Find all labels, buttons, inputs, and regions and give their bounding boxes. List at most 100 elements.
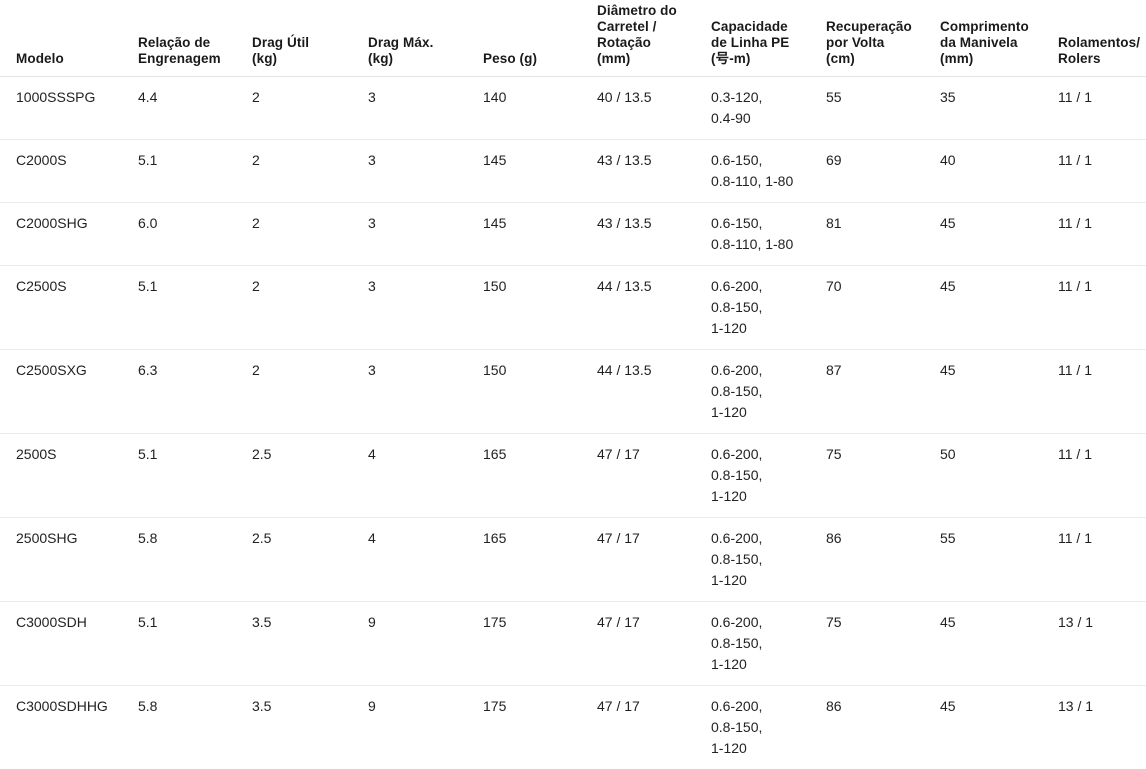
spec-cell: 0.6-200, 0.8-150, 1-120 xyxy=(711,602,826,686)
spec-cell: 87 xyxy=(826,350,940,434)
spec-cell: 5.1 xyxy=(138,602,252,686)
spec-cell: 55 xyxy=(940,518,1058,602)
column-header: Capacidade de Linha PE (号-m) xyxy=(711,0,826,77)
spec-cell: 47 / 17 xyxy=(597,686,711,769)
spec-cell: 3.5 xyxy=(252,602,368,686)
spec-cell: 165 xyxy=(483,434,597,518)
spec-cell: 35 xyxy=(940,77,1058,140)
spec-cell: 43 / 13.5 xyxy=(597,140,711,203)
spec-cell: 5.1 xyxy=(138,140,252,203)
spec-cell: 40 / 13.5 xyxy=(597,77,711,140)
model-cell: C3000SDHHG xyxy=(0,686,138,769)
column-header: Diâmetro do Carretel / Rotação (mm) xyxy=(597,0,711,77)
spec-cell: 4.4 xyxy=(138,77,252,140)
spec-cell: 0.6-200, 0.8-150, 1-120 xyxy=(711,686,826,769)
spec-cell: 50 xyxy=(940,434,1058,518)
spec-cell: 44 / 13.5 xyxy=(597,350,711,434)
spec-cell: 45 xyxy=(940,350,1058,434)
spec-cell: 0.6-200, 0.8-150, 1-120 xyxy=(711,350,826,434)
spec-cell: 2 xyxy=(252,77,368,140)
spec-cell: 45 xyxy=(940,266,1058,350)
spec-cell: 140 xyxy=(483,77,597,140)
spec-cell: 45 xyxy=(940,203,1058,266)
spec-cell: 13 / 1 xyxy=(1058,602,1146,686)
spec-cell: 2 xyxy=(252,350,368,434)
spec-cell: 45 xyxy=(940,686,1058,769)
spec-cell: 0.6-200, 0.8-150, 1-120 xyxy=(711,434,826,518)
column-header: Comprimento da Manivela (mm) xyxy=(940,0,1058,77)
spec-cell: 44 / 13.5 xyxy=(597,266,711,350)
spec-cell: 3.5 xyxy=(252,686,368,769)
spec-cell: 4 xyxy=(368,518,483,602)
spec-cell: 86 xyxy=(826,686,940,769)
column-header: Drag Máx. (kg) xyxy=(368,0,483,77)
spec-cell: 3 xyxy=(368,77,483,140)
spec-cell: 55 xyxy=(826,77,940,140)
spec-cell: 75 xyxy=(826,434,940,518)
spec-cell: 2 xyxy=(252,203,368,266)
spec-cell: 11 / 1 xyxy=(1058,350,1146,434)
column-header: Recuperação por Volta (cm) xyxy=(826,0,940,77)
spec-cell: 0.6-200, 0.8-150, 1-120 xyxy=(711,266,826,350)
spec-cell: 5.1 xyxy=(138,434,252,518)
spec-cell: 11 / 1 xyxy=(1058,77,1146,140)
spec-cell: 3 xyxy=(368,203,483,266)
model-cell: C2500SXG xyxy=(0,350,138,434)
spec-cell: 47 / 17 xyxy=(597,518,711,602)
column-header: Peso (g) xyxy=(483,0,597,77)
spec-cell: 11 / 1 xyxy=(1058,266,1146,350)
spec-cell: 150 xyxy=(483,266,597,350)
spec-cell: 165 xyxy=(483,518,597,602)
spec-cell: 40 xyxy=(940,140,1058,203)
spec-cell: 70 xyxy=(826,266,940,350)
spec-cell: 2 xyxy=(252,140,368,203)
spec-cell: 11 / 1 xyxy=(1058,518,1146,602)
spec-cell: 86 xyxy=(826,518,940,602)
model-cell: C3000SDH xyxy=(0,602,138,686)
spec-cell: 47 / 17 xyxy=(597,602,711,686)
spec-cell: 5.8 xyxy=(138,686,252,769)
model-cell: C2000SHG xyxy=(0,203,138,266)
spec-cell: 0.6-150, 0.8-110, 1-80 xyxy=(711,140,826,203)
spec-cell: 150 xyxy=(483,350,597,434)
model-cell: C2000S xyxy=(0,140,138,203)
spec-cell: 11 / 1 xyxy=(1058,140,1146,203)
spec-cell: 145 xyxy=(483,203,597,266)
spec-cell: 3 xyxy=(368,266,483,350)
spec-cell: 75 xyxy=(826,602,940,686)
column-header: Modelo xyxy=(0,0,138,77)
model-cell: C2500S xyxy=(0,266,138,350)
model-cell: 2500SHG xyxy=(0,518,138,602)
spec-cell: 43 / 13.5 xyxy=(597,203,711,266)
column-header: Rolamentos/ Rolers xyxy=(1058,0,1146,77)
spec-cell: 47 / 17 xyxy=(597,434,711,518)
spec-cell: 3 xyxy=(368,350,483,434)
spec-cell: 175 xyxy=(483,602,597,686)
spec-cell: 5.1 xyxy=(138,266,252,350)
spec-cell: 2.5 xyxy=(252,434,368,518)
column-header: Drag Útil (kg) xyxy=(252,0,368,77)
spec-cell: 3 xyxy=(368,140,483,203)
spec-cell: 6.0 xyxy=(138,203,252,266)
model-cell: 2500S xyxy=(0,434,138,518)
spec-cell: 2.5 xyxy=(252,518,368,602)
spec-cell: 11 / 1 xyxy=(1058,203,1146,266)
spec-cell: 13 / 1 xyxy=(1058,686,1146,769)
spec-cell: 69 xyxy=(826,140,940,203)
spec-cell: 0.3-120, 0.4-90 xyxy=(711,77,826,140)
spec-cell: 9 xyxy=(368,602,483,686)
spec-cell: 6.3 xyxy=(138,350,252,434)
spec-cell: 145 xyxy=(483,140,597,203)
